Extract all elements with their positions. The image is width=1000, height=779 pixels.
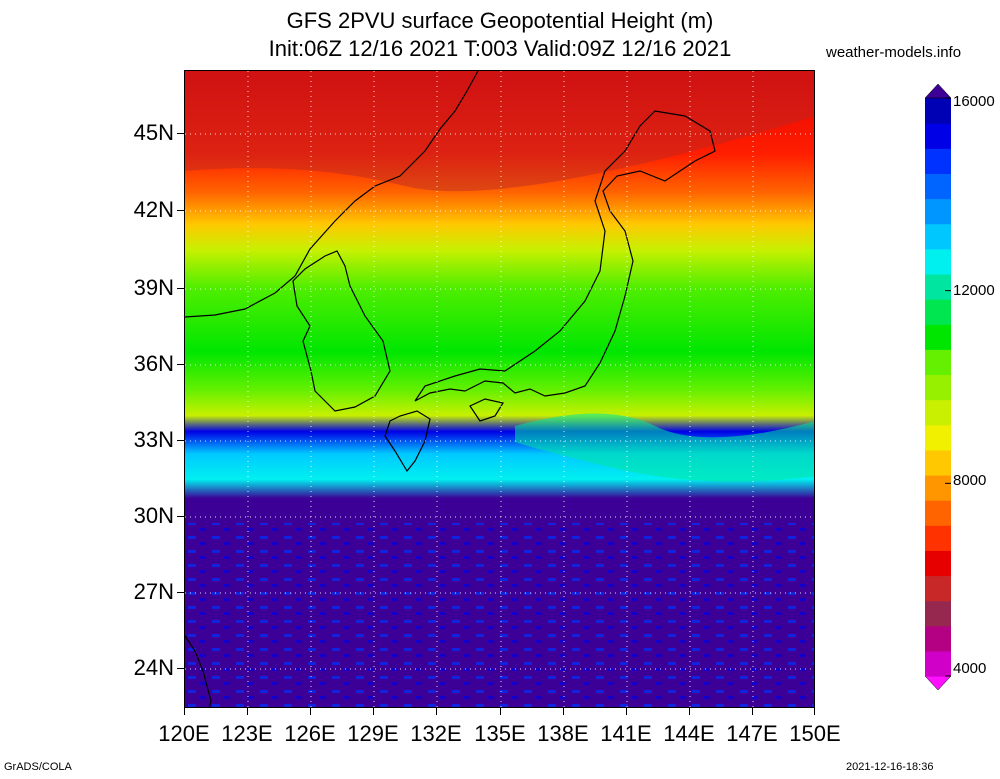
lat-tick: [177, 288, 184, 289]
lon-label-141e: 141E: [600, 721, 652, 746]
colorbar-high-triangle: [925, 84, 951, 99]
lon-label-126e: 126E: [284, 721, 336, 746]
colorbar-swatch: [925, 248, 951, 275]
colorbar-swatch: [925, 324, 951, 350]
colorbar-swatch: [925, 449, 951, 476]
colorbar-swatch: [925, 625, 951, 652]
lat-label-24n: 24N: [133, 655, 174, 680]
lat-tick: [177, 210, 184, 211]
lat-label-27n: 27N: [133, 579, 174, 604]
lon-label-150e: 150E: [789, 721, 841, 746]
lon-label-120e: 120E: [158, 721, 210, 746]
colorbar-swatch: [925, 98, 951, 124]
lon-label-144e: 144E: [663, 721, 715, 746]
lat-label-42n: 42N: [133, 197, 174, 222]
colorbar-swatch: [925, 474, 951, 501]
colorbar-swatch: [925, 148, 951, 174]
colorbar-swatch: [925, 550, 951, 577]
lat-label-45n: 45N: [133, 120, 174, 145]
colorbar-swatch: [925, 123, 951, 149]
software-credit: GrADS/COLA: [4, 761, 72, 773]
colorbar-swatch: [925, 299, 951, 325]
map-field: [185, 71, 814, 707]
colorbar-label-16000: 16000: [953, 93, 995, 110]
lon-label-138e: 138E: [537, 721, 589, 746]
colorbar-low-triangle: [925, 675, 951, 690]
colorbar-swatch: [925, 374, 951, 401]
colorbar: [925, 84, 951, 690]
lon-tick: [752, 708, 753, 715]
colorbar-swatch: [925, 349, 951, 376]
lat-tick: [177, 592, 184, 593]
lat-tick: [177, 440, 184, 441]
lon-label-129e: 129E: [347, 721, 399, 746]
lon-tick: [184, 708, 185, 715]
lon-tick: [814, 708, 815, 715]
lon-tick: [563, 708, 564, 715]
colorbar-label-4000: 4000: [953, 660, 987, 677]
colorbar-swatch: [925, 500, 951, 526]
colorbar-swatch: [925, 399, 951, 426]
colorbar-swatch: [925, 273, 951, 300]
lon-tick: [436, 708, 437, 715]
lat-tick: [177, 516, 184, 517]
lon-tick: [689, 708, 690, 715]
lon-tick: [310, 708, 311, 715]
map-panel: [184, 70, 815, 708]
colorbar-swatch: [925, 173, 951, 200]
lon-tick: [247, 708, 248, 715]
lat-label-36n: 36N: [133, 351, 174, 376]
lat-label-39n: 39N: [133, 275, 174, 300]
site-credit: weather-models.info: [826, 44, 962, 61]
lon-tick: [500, 708, 501, 715]
lat-tick: [177, 133, 184, 134]
lon-label-132e: 132E: [410, 721, 462, 746]
chart-subtitle: Init:06Z 12/16 2021 T:003 Valid:09Z 12/1…: [268, 36, 732, 61]
lon-label-123e: 123E: [221, 721, 273, 746]
lon-tick: [373, 708, 374, 715]
lat-tick: [177, 364, 184, 365]
lat-label-33n: 33N: [133, 427, 174, 452]
colorbar-swatch: [925, 525, 951, 551]
colorbar-swatch: [925, 198, 951, 225]
lat-label-30n: 30N: [133, 503, 174, 528]
lon-label-135e: 135E: [474, 721, 526, 746]
colorbar-label-8000: 8000: [953, 472, 987, 489]
colorbar-swatch: [925, 424, 951, 451]
lon-tick: [626, 708, 627, 715]
render-timestamp: 2021-12-16-18:36: [846, 761, 934, 773]
colorbar-swatch: [925, 575, 951, 602]
colorbar-swatch: [925, 223, 951, 250]
colorbar-swatch: [925, 650, 951, 677]
colorbar-label-12000: 12000: [953, 282, 995, 299]
chart-title: GFS 2PVU surface Geopotential Height (m): [286, 8, 714, 33]
colorbar-swatch: [925, 600, 951, 627]
lon-label-147e: 147E: [726, 721, 778, 746]
lat-tick: [177, 668, 184, 669]
